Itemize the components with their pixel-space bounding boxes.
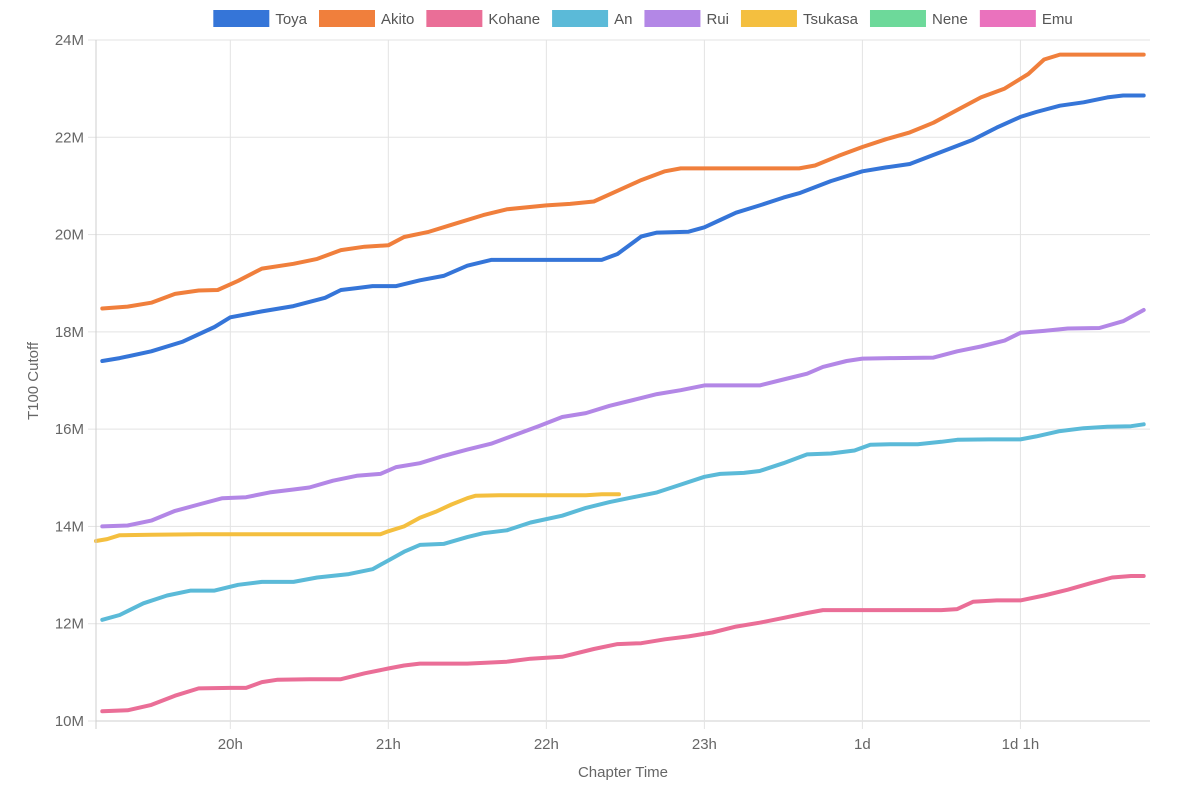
legend-label: Tsukasa bbox=[803, 11, 859, 28]
x-tick-label: 1d bbox=[854, 736, 871, 753]
x-axis-title: Chapter Time bbox=[578, 764, 668, 781]
legend-label: Kohane bbox=[488, 11, 540, 28]
series-line-tsukasa bbox=[94, 492, 621, 543]
y-tick-label: 14M bbox=[55, 518, 84, 535]
legend-item-rui[interactable]: Rui bbox=[644, 10, 729, 28]
series-line-akito bbox=[100, 52, 1146, 311]
legend-item-nene[interactable]: Nene bbox=[869, 10, 968, 28]
y-tick-label: 16M bbox=[55, 421, 84, 438]
y-axis-title: T100 Cutoff bbox=[25, 341, 42, 420]
legend-item-tsukasa[interactable]: Tsukasa bbox=[740, 10, 859, 28]
y-tick-label: 18M bbox=[55, 324, 84, 341]
y-tick-label: 12M bbox=[55, 616, 84, 633]
x-tick-label: 20h bbox=[218, 736, 243, 753]
legend-swatch bbox=[869, 10, 926, 27]
legend-item-emu[interactable]: Emu bbox=[979, 10, 1073, 28]
legend-label: Akito bbox=[381, 11, 414, 28]
legend-swatch bbox=[213, 10, 270, 27]
legend-item-toya[interactable]: Toya bbox=[213, 10, 308, 28]
legend-label: Nene bbox=[932, 11, 968, 28]
series-line-kohane bbox=[100, 574, 1146, 714]
grid bbox=[96, 39, 1150, 729]
legend-label: An bbox=[614, 11, 632, 28]
legend-swatch bbox=[644, 10, 701, 27]
legend-swatch bbox=[426, 10, 483, 27]
x-tick-label: 1d 1h bbox=[1002, 736, 1040, 753]
y-tick-label: 20M bbox=[55, 227, 84, 244]
legend: Toya Akito Kohane An Rui Tsukasa Nene Emu bbox=[213, 10, 1073, 28]
legend-swatch bbox=[319, 10, 375, 27]
x-tick-label: 22h bbox=[534, 736, 559, 753]
series-line-an bbox=[100, 422, 1146, 622]
x-tick-label: 23h bbox=[692, 736, 717, 753]
x-tick-label: 21h bbox=[376, 736, 401, 753]
legend-swatch bbox=[979, 10, 1036, 27]
legend-label: Rui bbox=[706, 11, 729, 28]
legend-item-an[interactable]: An bbox=[552, 10, 632, 28]
series-line-rui bbox=[100, 308, 1146, 529]
series-line-toya bbox=[100, 93, 1146, 363]
legend-item-akito[interactable]: Akito bbox=[319, 10, 414, 28]
series-lines bbox=[94, 52, 1146, 714]
legend-item-kohane[interactable]: Kohane bbox=[426, 10, 540, 28]
legend-label: Toya bbox=[275, 11, 307, 28]
y-tick-label: 24M bbox=[55, 32, 84, 49]
legend-swatch bbox=[740, 10, 797, 27]
legend-swatch bbox=[552, 10, 609, 27]
legend-label: Emu bbox=[1042, 11, 1073, 28]
axes: 10M 12M 14M 16M 18M 20M 22M 24M 20h 21h 22h 23h 1d 1d… bbox=[55, 32, 1039, 753]
y-tick-label: 22M bbox=[55, 129, 84, 146]
y-tick-label: 10M bbox=[55, 713, 84, 730]
